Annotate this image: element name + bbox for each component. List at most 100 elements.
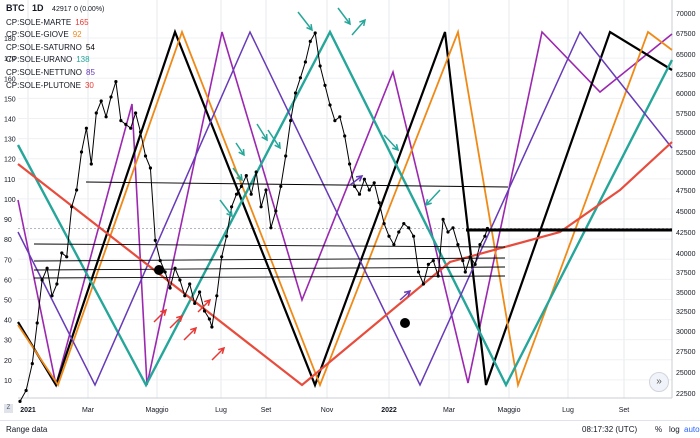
cycle-line-nettuno [17,30,673,387]
right-tick-label: 40000 [676,251,696,258]
price-point [426,262,430,266]
right-tick-label: 32500 [676,309,696,316]
level-line [33,257,506,262]
price-point [372,181,376,185]
price-point [79,150,84,154]
teal-arrow [383,134,399,151]
left-tick-label: 50 [4,297,12,304]
teal-arrow [297,11,313,31]
price-point [377,201,381,205]
price-point [382,222,386,226]
cycle-line-urano [16,29,674,388]
right-tick-label: 37500 [676,270,696,277]
price-point [485,226,489,231]
right-tick-label: 62500 [676,72,696,79]
red-arrow [204,298,212,306]
teal-arrow [306,23,313,32]
price-point [114,80,118,84]
price-point [153,238,157,242]
teal-arrow [219,199,233,217]
price-point [94,111,98,115]
auto-toggle[interactable]: auto [684,425,700,434]
clock-label[interactable]: 08:17:32 (UTC) [582,425,638,434]
x-tick-label: Nov [321,407,334,414]
left-axis: 10 20 30 40 50 60 70 80 90 100 110 120 130 140 150 160 1… [4,36,16,385]
price-point [451,226,455,230]
timezone-button[interactable]: Z [4,404,13,413]
teal-arrow [425,189,441,206]
price-point [461,259,465,263]
teal-arrow [256,123,268,141]
legend-item-urano[interactable]: CP:SOLE-URANO 138 [6,55,90,65]
price-point [456,243,460,247]
left-tick-label: 60 [4,277,12,284]
left-tick-label: 90 [4,217,12,224]
price-point [158,259,162,263]
percent-toggle[interactable]: % [655,425,663,434]
red-arrow [153,309,167,323]
legend-item-giove[interactable]: CP:SOLE-GIOVE 92 [6,30,82,40]
price-point [269,226,273,230]
left-tick-label: 10 [4,378,12,385]
log-toggle[interactable]: log [669,425,680,434]
left-tick-label: 20 [4,358,12,365]
price-point [441,217,445,221]
price-point [193,301,197,305]
legend-item-nettuno[interactable]: CP:SOLE-NETTUNO 85 [6,67,95,77]
price-point [230,205,234,209]
interval-label[interactable]: 1D [32,3,44,13]
right-tick-label: 52500 [676,150,696,157]
x-tick-label: 2022 [381,407,397,414]
price-point [483,234,487,238]
left-tick-label: 120 [4,157,16,164]
price-point [30,362,34,366]
price-point [407,226,411,230]
left-tick-label: 70 [4,257,12,264]
price-point [392,243,396,247]
right-tick-label: 67500 [676,31,696,38]
price-point [89,162,93,166]
price-point [188,282,192,286]
price-point [348,162,352,166]
price-point [338,115,342,119]
price-point [183,294,187,298]
price-point [60,251,64,255]
teal-arrow [337,7,351,25]
right-tick-label: 27500 [676,349,696,356]
right-tick-label: 70000 [676,11,696,18]
price-point [333,119,337,123]
price-point [463,270,467,274]
price-point [308,39,312,44]
right-tick-label: 22500 [676,391,696,398]
price-point [109,95,113,99]
purple-arrow [403,289,412,297]
legend-item-marte[interactable]: CP:SOLE-MARTE 165 [6,17,89,27]
left-tick-label: 100 [4,197,16,204]
price-point [353,184,357,188]
red-arrow [190,326,198,334]
price-point [138,130,143,134]
right-tick-label: 65000 [676,52,696,59]
price-point [293,91,298,95]
right-tick-label: 42500 [676,230,696,237]
right-tick-label: 50000 [676,170,696,177]
range-data-button[interactable]: Range data [6,425,48,434]
price-point [397,230,401,234]
teal-arrow [226,209,233,218]
right-tick-label: 35000 [676,290,696,297]
x-tick-label: Mar [443,407,456,414]
teal-arrow [235,142,245,156]
legend-item-saturno[interactable]: CP:SOLE-SATURNO 54 [6,42,95,52]
teal-arrow [359,18,367,27]
price-point [279,184,283,188]
red-arrow [197,299,211,313]
legend-item-plutone[interactable]: CP:SOLE-PLUTONE 30 [6,80,94,90]
price-point [473,262,477,266]
price-point [124,122,128,126]
purple-arrow [399,290,411,301]
purple-arrow [349,175,363,186]
price-point [119,119,123,123]
teal-arrow [267,129,281,149]
scroll-to-realtime-button[interactable]: » [649,372,669,392]
